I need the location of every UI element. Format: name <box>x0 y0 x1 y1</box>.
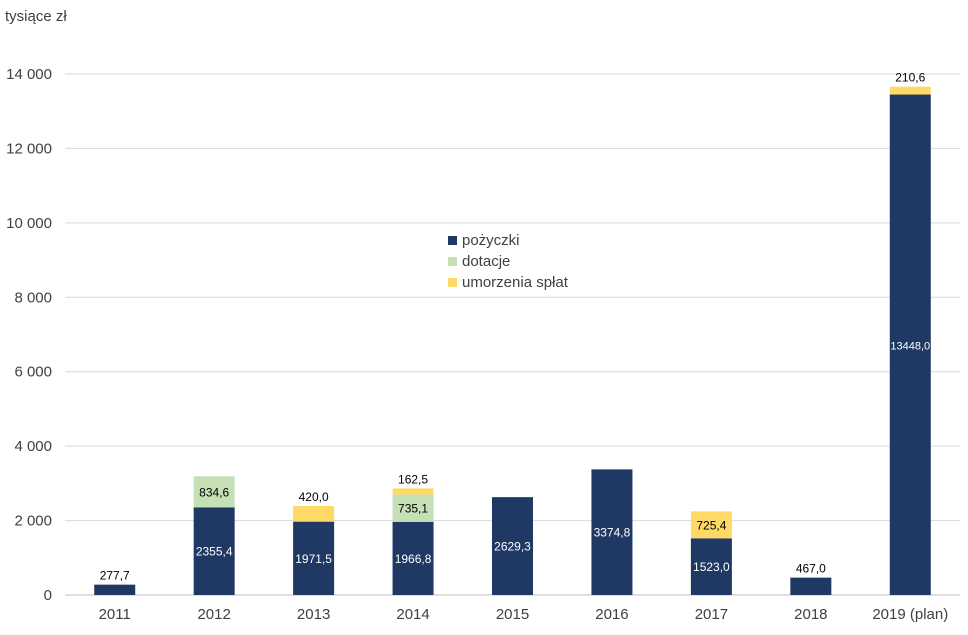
data-label: 1971,5 <box>295 552 332 566</box>
x-tick-label: 2016 <box>595 606 628 623</box>
y-tick-label: 14 000 <box>6 66 52 83</box>
bar-segment <box>889 94 931 595</box>
y-axis: 0 2 000 4 000 6 000 8 000 10 000 12 000 14 000 <box>6 66 52 604</box>
data-label: 13448,0 <box>890 340 930 352</box>
bar-segment <box>293 506 335 522</box>
data-label: 735,1 <box>398 502 428 516</box>
legend-item-dotacje: dotacje <box>448 251 568 272</box>
data-label: 162,5 <box>398 472 428 486</box>
data-labels: 277,7 2355,4 834,6 1971,5 420,0 1966,8 735,1 16… <box>100 71 930 583</box>
data-label: 2629,3 <box>494 540 531 554</box>
data-label: 1966,8 <box>395 552 432 566</box>
data-label: 2355,4 <box>196 545 233 559</box>
data-label: 277,7 <box>100 569 130 583</box>
y-tick-label: 4 000 <box>14 438 52 455</box>
y-tick-label: 2 000 <box>14 513 52 530</box>
x-tick-label: 2013 <box>297 606 330 623</box>
bar-segment <box>392 488 434 495</box>
data-label: 210,6 <box>895 71 925 85</box>
x-axis: 2011 2012 2013 2014 2015 2016 2017 2018 2019 (pl… <box>99 606 949 623</box>
legend-label-umorzenia: umorzenia spłat <box>462 274 568 291</box>
unit-label: tysiące zł <box>5 8 67 25</box>
x-tick-label: 2014 <box>396 606 429 623</box>
x-tick-label: 2019 (plan) <box>872 606 948 623</box>
y-tick-label: 0 <box>44 587 52 604</box>
legend-label-pozyczki: pożyczki <box>462 232 520 249</box>
bars <box>94 86 931 595</box>
x-tick-label: 2011 <box>99 606 131 623</box>
data-label: 3374,8 <box>594 526 631 540</box>
bar-segment <box>889 86 931 95</box>
legend-item-pozyczki: pożyczki <box>448 230 568 251</box>
x-tick-label: 2017 <box>695 606 728 623</box>
x-tick-label: 2015 <box>496 606 529 623</box>
data-label: 725,4 <box>696 518 726 532</box>
bar-segment <box>790 577 832 595</box>
legend-swatch-pozyczki <box>448 236 457 245</box>
y-tick-label: 10 000 <box>6 215 52 232</box>
x-tick-label: 2012 <box>197 606 230 623</box>
data-label: 420,0 <box>299 490 329 504</box>
legend-label-dotacje: dotacje <box>462 253 511 270</box>
bar-segment <box>591 469 633 595</box>
data-label: 1523,0 <box>693 560 730 574</box>
bar-segment <box>193 476 235 508</box>
bar-segment <box>690 538 732 595</box>
x-tick-label: 2018 <box>794 606 827 623</box>
legend-item-umorzenia: umorzenia spłat <box>448 272 568 293</box>
bar-segment <box>293 521 335 595</box>
bar-segment <box>492 497 533 595</box>
data-label: 467,0 <box>796 562 826 576</box>
bar-segment <box>193 507 235 595</box>
y-tick-label: 8 000 <box>14 289 52 306</box>
bar-segment <box>94 584 136 595</box>
y-tick-label: 12 000 <box>6 140 52 157</box>
bar-segment <box>392 521 434 595</box>
y-tick-label: 6 000 <box>14 364 52 381</box>
bar-segment <box>392 494 434 522</box>
bar-segment <box>690 511 732 539</box>
legend-swatch-dotacje <box>448 257 457 266</box>
data-label: 834,6 <box>199 485 229 499</box>
legend: pożyczki dotacje umorzenia spłat <box>448 230 568 293</box>
legend-swatch-umorzenia <box>448 278 457 287</box>
